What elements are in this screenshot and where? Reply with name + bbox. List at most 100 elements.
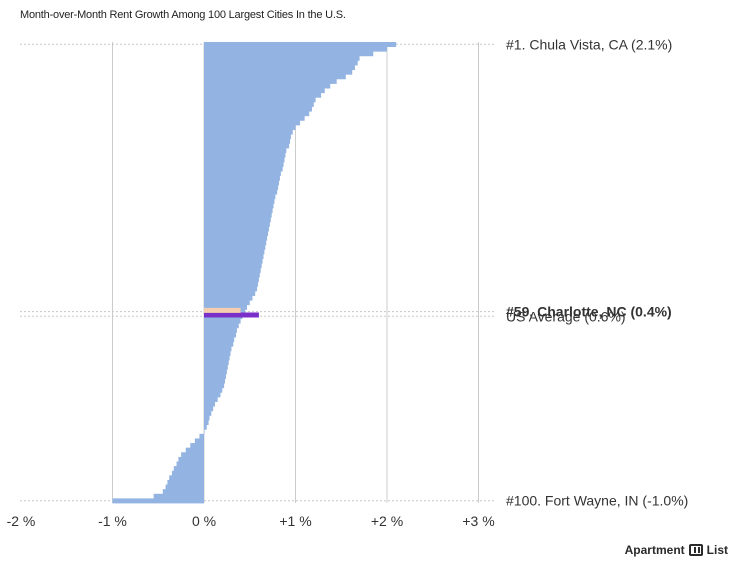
bar-city-86 [199, 433, 204, 439]
bar-city-100 [112, 498, 204, 504]
bar-city-39 [204, 217, 271, 223]
highlight-label-2: #59. Charlotte, NC (0.4%) [506, 304, 672, 320]
bar-city-91 [178, 456, 204, 462]
bar-city-73 [204, 373, 226, 379]
bar-city-74 [204, 378, 226, 384]
annotation-label-2: #100. Fort Wayne, IN (-1.0%) [506, 493, 688, 509]
bar-city-48 [204, 258, 263, 264]
bar-city-24 [204, 148, 287, 154]
bar-city-70 [204, 360, 229, 366]
axis-layer: -2 % -1 % 0 % +1 % +2 % +3 % [7, 513, 495, 529]
x-tick-label-2: 0 % [192, 513, 216, 529]
bar-city-58 [204, 304, 248, 310]
bar-city-19 [204, 124, 296, 130]
bar-city-38 [204, 212, 272, 218]
bar-city-90 [181, 452, 204, 458]
bar-city-25 [204, 152, 286, 158]
bar-city-4 [204, 55, 360, 61]
bar-city-83 [204, 420, 209, 426]
bar-city-42 [204, 231, 269, 237]
bar-city-75 [204, 383, 225, 389]
highlight-label-1: US Average (0.6%) [506, 308, 626, 324]
bar-city-88 [190, 443, 204, 449]
bar-city-23 [204, 143, 290, 149]
bar-city-85 [204, 429, 205, 435]
bar-city-8 [204, 74, 346, 80]
bar-city-68 [204, 350, 231, 356]
bar-city-92 [176, 461, 204, 467]
bar-city-95 [169, 475, 204, 481]
x-tick-label-0: -2 % [7, 513, 36, 529]
bar-city-40 [204, 221, 270, 227]
bar-city-66 [204, 341, 234, 347]
bar-city-45 [204, 244, 266, 250]
x-tick-label-5: +3 % [462, 513, 494, 529]
bar-city-65 [204, 337, 235, 343]
bar-city-62 [204, 323, 239, 329]
bar-city-14 [204, 101, 314, 107]
bar-city-22 [204, 138, 291, 144]
bar-city-18 [204, 120, 301, 126]
bar-city-13 [204, 97, 316, 103]
bar-city-36 [204, 203, 274, 209]
bar-city-64 [204, 332, 237, 338]
bar-city-97 [165, 484, 204, 490]
bar-city-56 [204, 295, 253, 301]
bar-city-3 [204, 51, 374, 57]
bar-city-37 [204, 207, 273, 213]
bar-city-51 [204, 272, 260, 278]
apartment-list-logo: Apartment List [625, 543, 728, 557]
chart-title: Month-over-Month Rent Growth Among 100 L… [20, 9, 346, 21]
bar-city-80 [204, 406, 214, 412]
bar-city-63 [204, 327, 237, 333]
bar-city-82 [204, 415, 210, 421]
bar-city-54 [204, 286, 258, 292]
bar-city-33 [204, 189, 278, 195]
bar-city-7 [204, 69, 353, 75]
bar-city-46 [204, 249, 265, 255]
bar-city-34 [204, 194, 276, 200]
bar-city-77 [204, 392, 221, 398]
bar-city-98 [162, 489, 204, 495]
bar-city-52 [204, 277, 259, 283]
bar-city-53 [204, 281, 258, 287]
bar-city-89 [185, 447, 204, 453]
bars-layer [112, 42, 397, 504]
bar-city-71 [204, 364, 228, 370]
bar-city-96 [167, 479, 204, 485]
marker-layer [204, 307, 259, 318]
bar-city-41 [204, 226, 269, 232]
bar-city-35 [204, 198, 275, 204]
bar-city-94 [171, 470, 204, 476]
bar-city-76 [204, 387, 223, 393]
bar-city-67 [204, 346, 232, 352]
bar-city-28 [204, 166, 283, 172]
x-tick-label-4: +2 % [371, 513, 403, 529]
brand-text-right: List [706, 543, 728, 557]
bar-city-61 [204, 318, 241, 324]
bar-city-10 [204, 83, 331, 89]
bar-city-93 [173, 466, 204, 472]
bar-city-15 [204, 106, 312, 112]
bar-city-32 [204, 184, 279, 190]
bar-city-72 [204, 369, 227, 375]
bar-city-44 [204, 240, 267, 246]
bar-city-81 [204, 410, 212, 416]
bar-city-11 [204, 88, 325, 94]
bar-city-47 [204, 254, 264, 260]
bar-city-87 [194, 438, 204, 444]
bar-city-9 [204, 78, 337, 84]
bar-city-79 [204, 401, 215, 407]
bar-city-5 [204, 60, 358, 66]
bar-city-21 [204, 134, 291, 140]
bar-city-29 [204, 171, 281, 177]
annotation-label-1: #1. Chula Vista, CA (2.1%) [506, 36, 672, 52]
bar-city-30 [204, 175, 280, 181]
bar-city-1 [204, 42, 397, 48]
bar-city-2 [204, 46, 387, 52]
bar-city-31 [204, 180, 280, 186]
apartment-list-icon [688, 544, 703, 556]
bar-city-12 [204, 92, 322, 98]
x-tick-label-3: +1 % [279, 513, 311, 529]
